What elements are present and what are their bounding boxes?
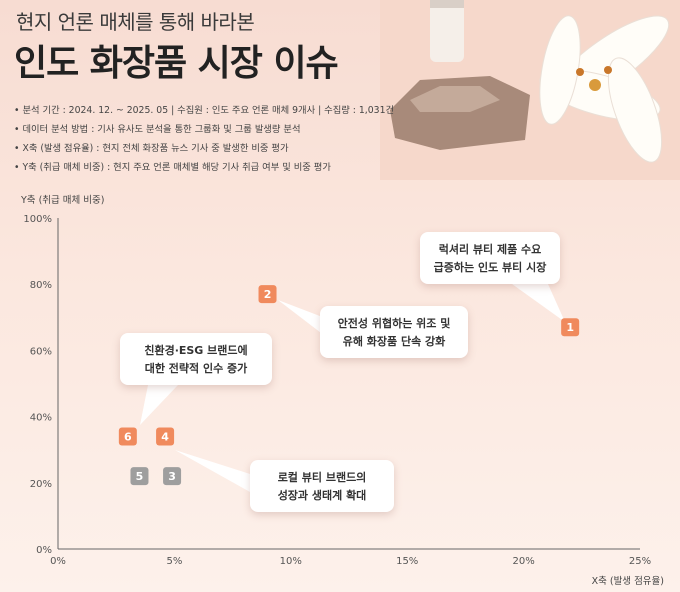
point-marker (561, 318, 580, 337)
data-point-6: 6 (118, 427, 137, 446)
note-period: 분석 기간 : 2024. 12. ~ 2025. 05 | 수집원 : 인도 … (14, 101, 394, 120)
callout-4: 로컬 뷰티 브랜드의 성장과 생태계 확대 (250, 460, 394, 512)
data-point-1: 1 (561, 318, 580, 337)
point-label: 4 (161, 430, 169, 443)
callout-pointer (512, 284, 565, 322)
callout-pointer (140, 385, 178, 425)
page-subtitle: 현지 언론 매체를 통해 바라본 (16, 10, 255, 34)
x-tick-label: 10% (280, 556, 302, 567)
data-point-2: 2 (258, 285, 277, 304)
point-marker (163, 467, 182, 486)
point-label: 3 (168, 470, 176, 483)
point-marker (156, 427, 175, 446)
callout-2: 안전성 위협하는 위조 및 유해 화장품 단속 강화 (320, 306, 468, 358)
x-tick-label: 15% (396, 556, 418, 567)
point-label: 6 (124, 430, 132, 443)
y-tick-label: 0% (36, 545, 52, 556)
point-label: 2 (264, 288, 272, 301)
cosmetic-flower-photo (380, 0, 680, 180)
x-tick-label: 20% (512, 556, 534, 567)
x-tick-label: 5% (166, 556, 182, 567)
y-tick-label: 40% (30, 413, 52, 424)
x-tick-label: 25% (629, 556, 651, 567)
callout-pointer (175, 450, 250, 492)
y-tick-label: 100% (23, 214, 52, 225)
y-tick-label: 80% (30, 280, 52, 291)
data-point-5: 5 (130, 467, 149, 486)
x-tick-label: 0% (50, 556, 66, 567)
y-axis-label: Y축 (취급 매체 비중) (21, 195, 105, 206)
y-tick-label: 20% (30, 479, 52, 490)
point-marker (130, 467, 149, 486)
callout-1: 럭셔리 뷰티 제품 수요 급증하는 인도 뷰티 시장 (420, 232, 560, 284)
analysis-notes: 분석 기간 : 2024. 12. ~ 2025. 05 | 수집원 : 인도 … (14, 101, 394, 177)
note-x-axis: X축 (발생 점유율) : 현지 전체 화장품 뉴스 기사 중 발생한 비중 평… (14, 139, 394, 158)
callout-pointer (278, 300, 325, 336)
x-axis-label: X축 (발생 점유율) (591, 576, 664, 587)
note-method: 데이터 분석 방법 : 기사 유사도 분석을 통한 그룹화 및 그룹 발생량 분… (14, 120, 394, 139)
page-title: 인도 화장품 시장 이슈 (14, 43, 339, 84)
point-marker (258, 285, 277, 304)
point-label: 1 (566, 321, 574, 334)
point-marker (118, 427, 137, 446)
data-point-4: 4 (156, 427, 175, 446)
note-y-axis: Y축 (취급 매체 비중) : 현지 주요 언론 매체별 해당 기사 취급 여부… (14, 158, 394, 177)
callout-6: 친환경·ESG 브랜드에 대한 전략적 인수 증가 (120, 333, 272, 385)
point-label: 5 (136, 470, 144, 483)
data-point-3: 3 (163, 467, 182, 486)
y-tick-label: 60% (30, 346, 52, 357)
